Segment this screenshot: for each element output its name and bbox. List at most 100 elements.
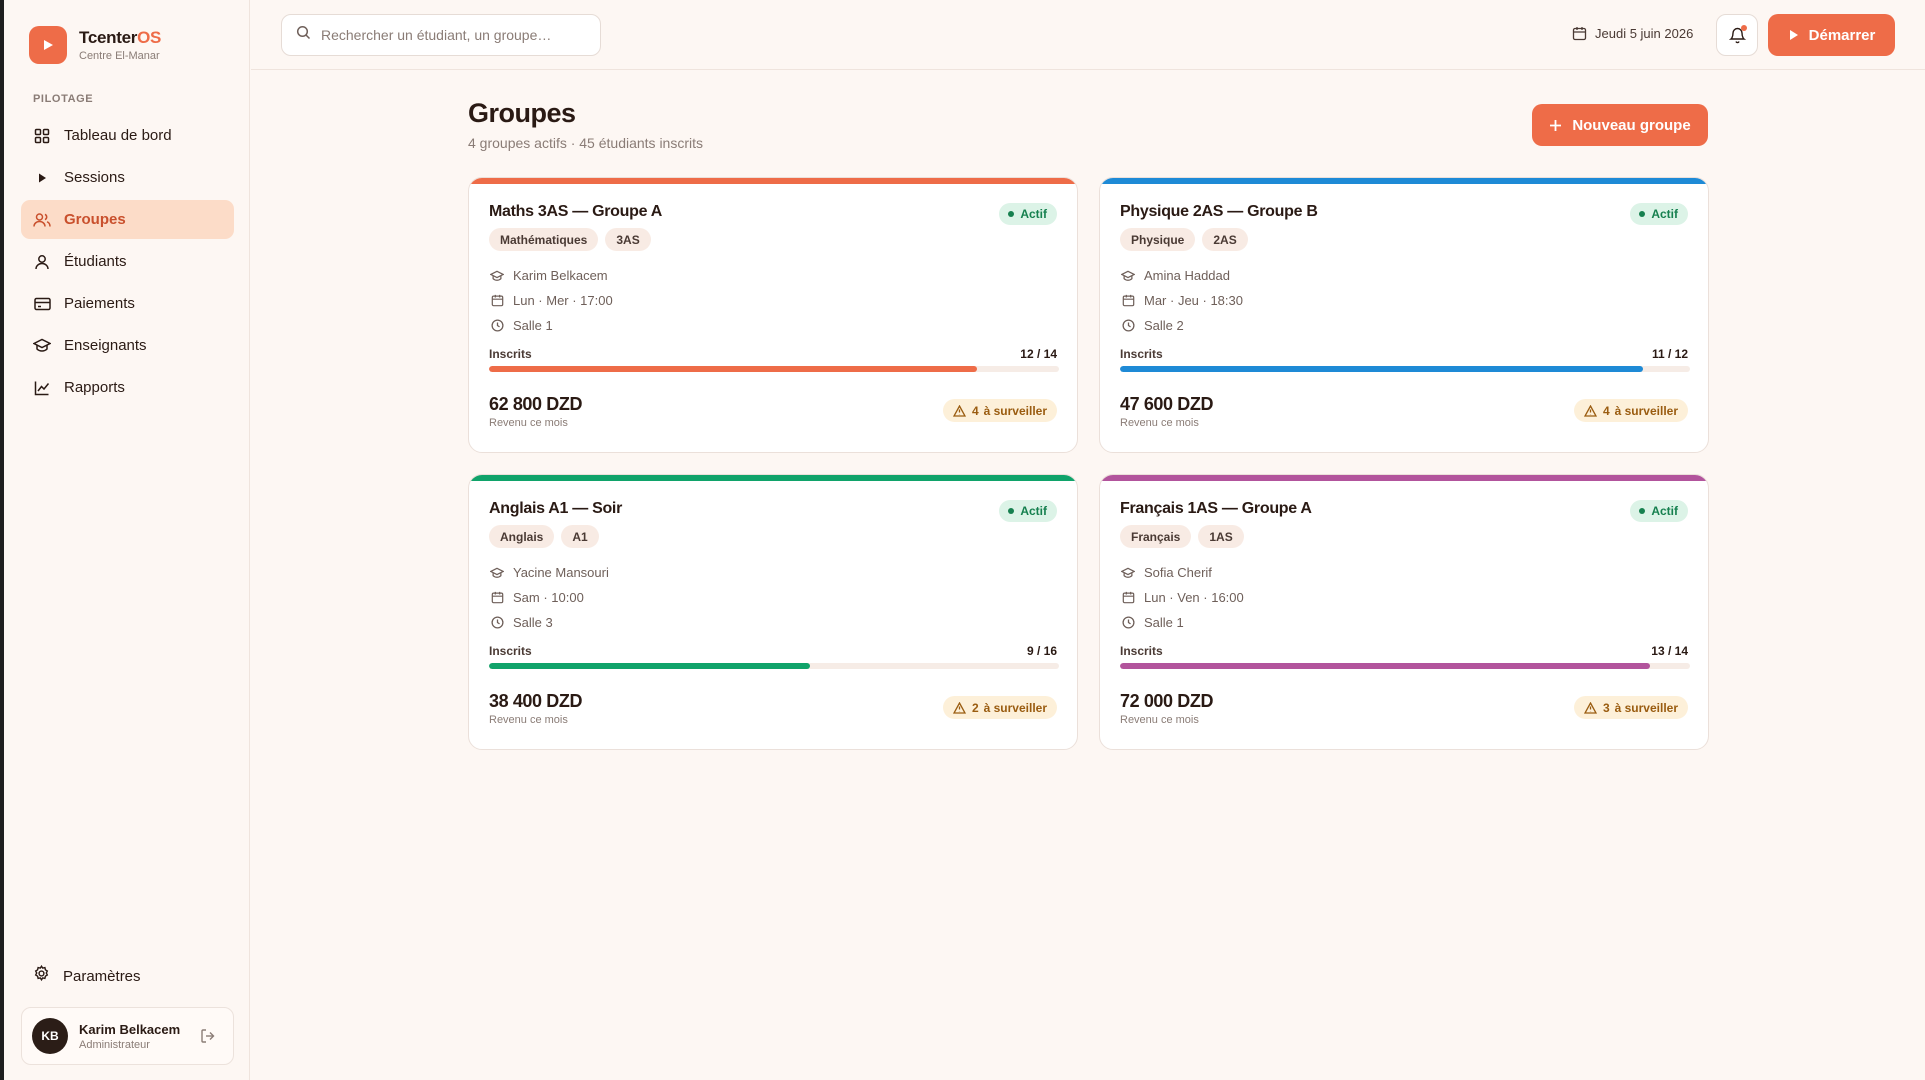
sidebar: TcenterOS Centre El-Manar PILOTAGE Table… [4, 0, 250, 1080]
teacher-name: Karim Belkacem [513, 268, 608, 283]
group-card[interactable]: Anglais A1 — Soir Actif Anglais A1 Yacin… [468, 474, 1078, 750]
tag-list: Physique 2AS [1120, 228, 1255, 251]
status-label: Actif [1651, 504, 1678, 518]
watch-badge[interactable]: 3 à surveiller [1573, 696, 1688, 719]
status-label: Actif [1020, 207, 1047, 221]
search-icon [296, 25, 311, 45]
user-name: Karim Belkacem [79, 1021, 181, 1037]
enrolled-label: Inscrits [1120, 644, 1163, 658]
status-badge: Actif [1630, 500, 1688, 522]
schedule-text: Lun · Ven · 16:00 [1144, 590, 1244, 605]
sidebar-item-sessions[interactable]: Sessions [21, 158, 234, 197]
play-icon [1789, 30, 1798, 40]
group-title: Physique 2AS — Groupe B [1120, 203, 1318, 220]
new-group-button[interactable]: Nouveau groupe [1532, 104, 1708, 146]
group-color-bar [1100, 178, 1708, 184]
tag-list: Anglais A1 [489, 525, 606, 548]
brand[interactable]: TcenterOS Centre El-Manar [29, 26, 161, 64]
enrollment-progress [1120, 366, 1690, 372]
graduation-cap-icon [1120, 268, 1136, 284]
watch-count: 2 [971, 700, 979, 715]
group-meta: Yacine Mansouri Sam · 10:00 Salle 3 [489, 560, 609, 635]
group-meta: Sofia Cherif Lun · Ven · 16:00 Salle 1 [1120, 560, 1244, 635]
user-role: Administrateur [79, 1038, 150, 1051]
user-card[interactable]: KB Karim Belkacem Administrateur [21, 1007, 234, 1065]
warning-icon [1583, 701, 1597, 714]
group-color-bar [469, 475, 1077, 481]
calendar-icon [1572, 26, 1587, 41]
plus-icon [1550, 119, 1562, 131]
current-date: Jeudi 5 juin 2026 [1572, 26, 1693, 41]
sidebar-nav: Tableau de bord Sessions Groupes Étudian… [21, 116, 234, 410]
bell-icon [1728, 26, 1746, 44]
subject-tag: Physique [1120, 228, 1196, 251]
watch-count: 4 [971, 403, 979, 418]
search-box[interactable] [281, 14, 601, 56]
play-logo-icon [29, 26, 67, 64]
group-card[interactable]: Maths 3AS — Groupe A Actif Mathématiques… [468, 177, 1078, 453]
chart-icon [33, 379, 51, 397]
subject-tag: Français [1120, 525, 1192, 548]
teacher-row: Yacine Mansouri [489, 560, 609, 585]
status-dot [1639, 508, 1646, 514]
watch-badge[interactable]: 2 à surveiller [942, 696, 1057, 719]
users-icon [33, 211, 51, 229]
watch-badge[interactable]: 4 à surveiller [1573, 399, 1688, 422]
room-row: Salle 1 [1120, 610, 1244, 635]
group-card[interactable]: Physique 2AS — Groupe B Actif Physique 2… [1099, 177, 1709, 453]
sidebar-item-settings[interactable]: Paramètres [33, 964, 141, 987]
status-badge: Actif [999, 500, 1057, 522]
play-icon [33, 169, 51, 187]
revenue-label: Revenu ce mois [489, 714, 568, 726]
group-title: Maths 3AS — Groupe A [489, 203, 662, 220]
tag-list: Mathématiques 3AS [489, 228, 658, 251]
avatar: KB [32, 1018, 68, 1054]
group-meta: Karim Belkacem Lun · Mer · 17:00 Salle 1 [489, 263, 613, 338]
grid-icon [33, 127, 51, 145]
status-label: Actif [1020, 504, 1047, 518]
status-dot [1639, 211, 1646, 217]
warning-icon [1583, 404, 1597, 417]
revenue-amount: 62 800 DZD [489, 394, 583, 414]
page-title: Groupes [468, 98, 576, 128]
group-card[interactable]: Français 1AS — Groupe A Actif Français 1… [1099, 474, 1709, 750]
clock-icon [489, 615, 505, 631]
watch-badge[interactable]: 4 à surveiller [942, 399, 1057, 422]
start-button[interactable]: Démarrer [1768, 14, 1895, 56]
notifications-button[interactable] [1716, 14, 1758, 56]
level-tag: 1AS [1198, 525, 1244, 548]
enrolled-count: 9 / 16 [1026, 644, 1057, 658]
clock-icon [1120, 615, 1136, 631]
status-dot [1008, 508, 1015, 514]
room-row: Salle 1 [489, 313, 613, 338]
level-tag: 3AS [605, 228, 651, 251]
watch-count: 3 [1602, 700, 1610, 715]
search-input[interactable] [321, 27, 591, 43]
group-color-bar [1100, 475, 1708, 481]
sidebar-item-dashboard[interactable]: Tableau de bord [21, 116, 234, 155]
watch-label: à surveiller [983, 403, 1047, 418]
sidebar-item-students[interactable]: Étudiants [21, 242, 234, 281]
sidebar-item-label: Rapports [64, 379, 125, 396]
calendar-icon [489, 590, 505, 606]
notification-dot [1741, 25, 1747, 31]
settings-label: Paramètres [63, 967, 141, 985]
schedule-row: Lun · Mer · 17:00 [489, 288, 613, 313]
watch-label: à surveiller [1614, 403, 1678, 418]
schedule-row: Lun · Ven · 16:00 [1120, 585, 1244, 610]
sidebar-item-payments[interactable]: Paiements [21, 284, 234, 323]
status-dot [1008, 211, 1015, 217]
sidebar-item-groups[interactable]: Groupes [21, 200, 234, 239]
card-icon [33, 295, 51, 313]
sidebar-item-label: Tableau de bord [64, 127, 172, 144]
enrolled-count: 11 / 12 [1651, 347, 1688, 361]
logout-icon[interactable] [197, 1025, 219, 1047]
revenue-label: Revenu ce mois [1120, 417, 1199, 429]
schedule-row: Sam · 10:00 [489, 585, 609, 610]
level-tag: A1 [561, 525, 599, 548]
sidebar-item-reports[interactable]: Rapports [21, 368, 234, 407]
enrolled-count: 12 / 14 [1020, 347, 1057, 361]
revenue-amount: 47 600 DZD [1120, 394, 1214, 414]
sidebar-item-teachers[interactable]: Enseignants [21, 326, 234, 365]
status-badge: Actif [999, 203, 1057, 225]
